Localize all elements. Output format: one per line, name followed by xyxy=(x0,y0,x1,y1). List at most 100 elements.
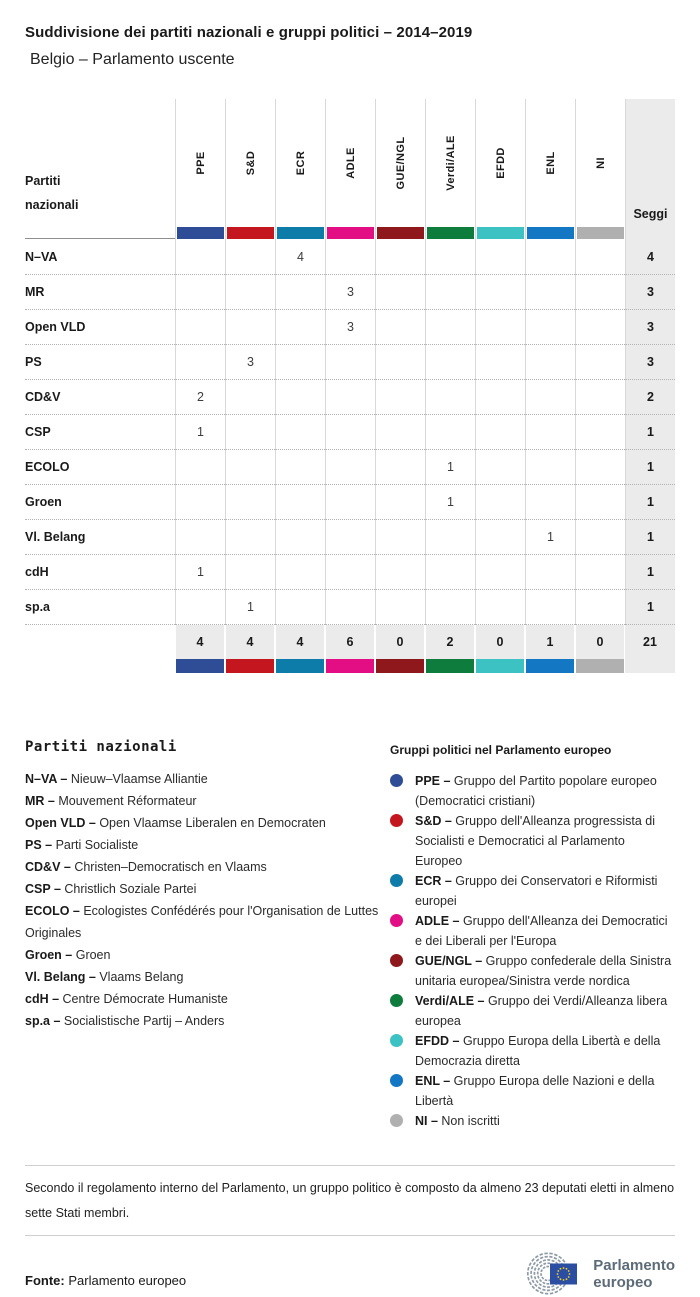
party-abbr: Vl. Belang – xyxy=(25,970,100,984)
group-color-bar-cell xyxy=(475,659,525,673)
seat-count-cell xyxy=(225,554,275,589)
party-name: Groen xyxy=(75,948,111,962)
seat-count-cell xyxy=(475,484,525,519)
party-abbr: Groen – xyxy=(25,948,76,962)
group-name: Gruppo dei Conservatori e Riformisti eur… xyxy=(415,874,658,908)
group-abbr: ADLE – xyxy=(415,914,463,928)
group-legend-item: PPE – Gruppo del Partito popolare europe… xyxy=(390,771,675,811)
group-total-value: 0 xyxy=(376,625,424,659)
party-abbr: ECOLO – xyxy=(25,904,84,918)
group-name: Gruppo dell'Alleanza progressista di Soc… xyxy=(415,814,656,868)
party-abbr: MR – xyxy=(25,794,59,808)
group-color-bar-cell xyxy=(275,659,325,673)
seats-column-header: Seggi xyxy=(625,99,675,227)
party-abbr: sp.a – xyxy=(25,1014,64,1028)
group-color-bar xyxy=(527,227,574,239)
seat-count-cell: 1 xyxy=(425,484,475,519)
group-color-bar xyxy=(277,227,324,239)
group-legend-text: Verdi/ALE – Gruppo dei Verdi/Alleanza li… xyxy=(415,991,675,1031)
group-legend-text: EFDD – Gruppo Europa della Libertà e del… xyxy=(415,1031,675,1071)
row-seats-total: 1 xyxy=(625,589,675,624)
seat-count-cell xyxy=(175,344,225,379)
seat-count-cell xyxy=(575,484,625,519)
group-color-dot xyxy=(390,914,403,927)
group-abbr: S&D – xyxy=(415,814,456,828)
row-seats-total: 3 xyxy=(625,344,675,379)
group-total-value: 6 xyxy=(326,625,374,659)
seat-count-cell xyxy=(275,309,325,344)
party-abbr: CSP – xyxy=(25,882,65,896)
seat-count-cell xyxy=(325,344,375,379)
party-row-label: CSP xyxy=(25,414,175,449)
seat-count-cell xyxy=(325,414,375,449)
group-color-bar-cell xyxy=(175,659,225,673)
group-color-bar-cell xyxy=(475,227,525,239)
seat-count-cell xyxy=(375,484,425,519)
group-legend-item: ECR – Gruppo dei Conservatori e Riformis… xyxy=(390,871,675,911)
seat-count-cell xyxy=(525,344,575,379)
group-color-bar xyxy=(227,227,274,239)
group-legend-item: GUE/NGL – Gruppo confederale della Sinis… xyxy=(390,951,675,991)
group-color-bar-cell xyxy=(175,227,225,239)
header-underline xyxy=(25,227,175,239)
group-legend-text: ECR – Gruppo dei Conservatori e Riformis… xyxy=(415,871,675,911)
party-name: Socialistische Partij – Anders xyxy=(63,1014,225,1028)
seat-count-cell xyxy=(575,344,625,379)
group-color-bar-cell xyxy=(525,659,575,673)
seat-count-cell xyxy=(375,589,425,624)
group-color-dot xyxy=(390,814,403,827)
group-total-value: 0 xyxy=(576,625,624,659)
party-row-label: ECOLO xyxy=(25,449,175,484)
party-abbr: CD&V – xyxy=(25,860,75,874)
party-name: Christen–Democratisch en Vlaams xyxy=(74,860,267,874)
seat-count-cell xyxy=(375,344,425,379)
seat-count-cell xyxy=(425,309,475,344)
seat-count-cell xyxy=(175,274,225,309)
group-color-bar-cell xyxy=(425,227,475,239)
group-legend-text: NI – Non iscritti xyxy=(415,1111,675,1131)
bottom-bar-spacer xyxy=(25,659,175,673)
row-seats-total: 4 xyxy=(625,239,675,274)
seat-count-cell xyxy=(225,414,275,449)
seat-count-cell xyxy=(575,414,625,449)
row-axis-label: Partiti nazionali xyxy=(25,99,175,227)
row-seats-total: 1 xyxy=(625,449,675,484)
party-legend-item: Groen – Groen xyxy=(25,944,383,966)
seat-count-cell xyxy=(525,274,575,309)
group-color-bar xyxy=(326,659,374,673)
page-title: Suddivisione dei partiti nazionali e gru… xyxy=(25,24,473,41)
row-seats-total: 1 xyxy=(625,519,675,554)
seat-count-cell: 1 xyxy=(175,554,225,589)
group-abbr: PPE – xyxy=(415,774,454,788)
group-color-bar-cell xyxy=(575,659,625,673)
seat-count-cell xyxy=(225,519,275,554)
seat-count-cell xyxy=(175,519,225,554)
seat-count-cell xyxy=(575,519,625,554)
seat-count-cell xyxy=(425,379,475,414)
group-color-bar-cell xyxy=(325,659,375,673)
seat-count-cell xyxy=(425,239,475,274)
seat-count-cell: 1 xyxy=(225,589,275,624)
footer: Fonte: Parlamento europeo xyxy=(25,1250,675,1297)
group-color-dot xyxy=(390,1114,403,1127)
group-color-bar xyxy=(477,227,524,239)
party-legend-heading: Partiti nazionali xyxy=(25,739,177,755)
group-legend-text: ENL – Gruppo Europa delle Nazioni e dell… xyxy=(415,1071,675,1111)
party-row-label: N–VA xyxy=(25,249,58,264)
ep-logo-text: Parlamento europeo xyxy=(593,1257,675,1291)
party-name: Nieuw–Vlaamse Alliantie xyxy=(70,772,208,786)
seat-count-cell xyxy=(475,239,525,274)
group-abbr: EFDD – xyxy=(415,1034,463,1048)
seat-count-cell xyxy=(575,379,625,414)
seat-count-cell xyxy=(175,239,225,274)
group-color-dot xyxy=(390,954,403,967)
group-column-label: PPE xyxy=(194,151,207,175)
group-total-cell: 4 xyxy=(275,624,325,659)
eu-flag xyxy=(550,1263,578,1285)
seat-count-cell xyxy=(275,554,325,589)
group-abbr: Verdi/ALE – xyxy=(415,994,488,1008)
party-row-label: Vl. Belang xyxy=(25,519,175,554)
seat-count-cell xyxy=(225,309,275,344)
seat-count-cell xyxy=(175,589,225,624)
group-color-bar xyxy=(276,659,324,673)
